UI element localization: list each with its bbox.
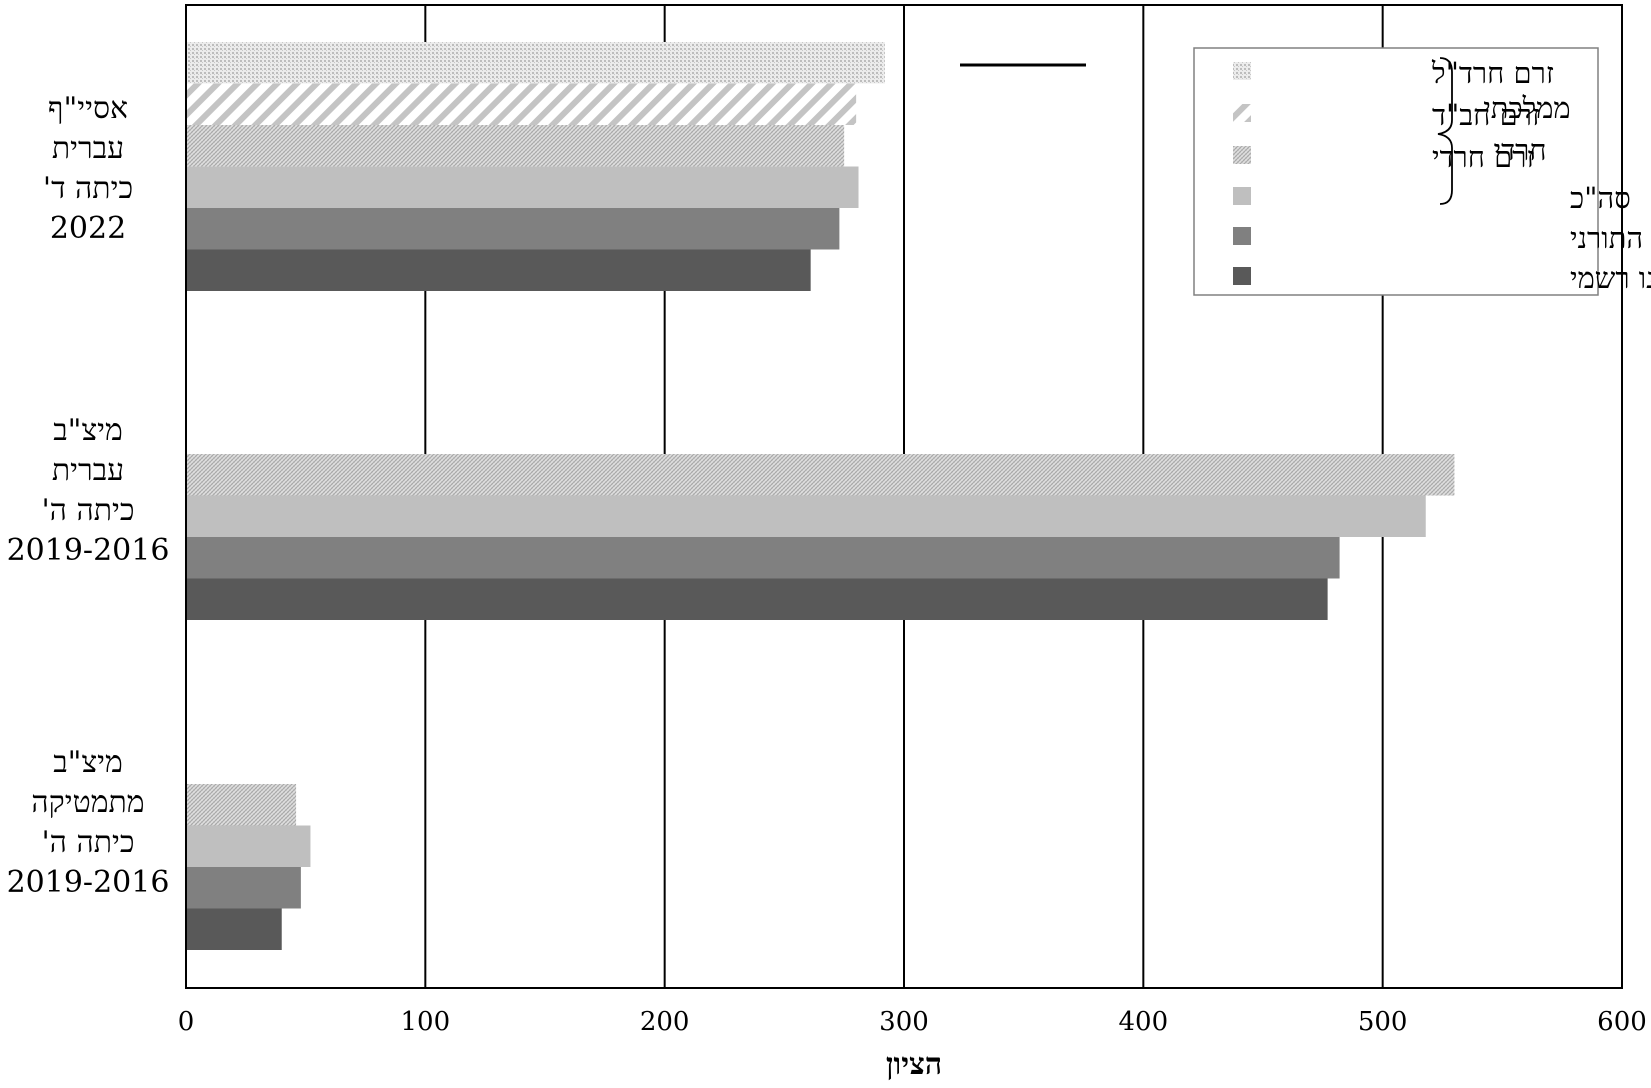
bar-c0-s2 xyxy=(186,125,845,167)
legend-swatch-0 xyxy=(1233,62,1251,80)
x-tick-0: 0 xyxy=(178,1007,195,1037)
legend-group-label-line-1: ממלכתי- xyxy=(1473,91,1570,125)
bar-c0-s0 xyxy=(186,42,885,84)
x-axis-label: הציון xyxy=(886,1047,942,1082)
x-tick-500: 500 xyxy=(1358,1007,1408,1037)
bar-c2-s4 xyxy=(186,867,301,909)
legend-swatch-1 xyxy=(1233,104,1251,122)
bar-c1-s3 xyxy=(186,495,1426,537)
category-label-1-line-3: 2019-2016 xyxy=(7,533,170,568)
category-label-1-line-0: מיצ"ב xyxy=(53,413,123,448)
bar-c1-s2 xyxy=(186,454,1455,496)
legend-label-5: מוכר שאינו רשמי xyxy=(1570,261,1651,295)
legend-swatch-2 xyxy=(1233,146,1251,164)
legend-swatch-3 xyxy=(1233,187,1251,205)
category-label-0-line-0: אסיי"ף xyxy=(48,91,128,126)
bar-c0-s4 xyxy=(186,208,840,250)
bar-c0-s5 xyxy=(186,249,811,291)
category-labels: אסיי"ף עברית כיתה ד' 2022 מיצ"ב עברית כיתה ה' 2… xyxy=(7,91,170,900)
legend-label-4: מעיין החינוך התורני xyxy=(1570,221,1651,255)
category-label-0-line-3: 2022 xyxy=(50,211,126,246)
legend-swatch-4 xyxy=(1233,227,1251,245)
legend-brace xyxy=(1437,57,1453,205)
legend-swatch-5 xyxy=(1233,267,1251,285)
x-tick-labels: 0 100 200 300 400 500 600 xyxy=(178,1007,1647,1037)
category-label-1-line-2: כיתה ה' xyxy=(41,493,134,528)
x-tick-100: 100 xyxy=(401,1007,451,1037)
legend-box xyxy=(1193,47,1599,296)
legend-label-3: סה"כ xyxy=(1570,181,1631,215)
bar-c2-s2 xyxy=(186,784,297,826)
category-label-2-line-3: 2019-2016 xyxy=(7,865,170,900)
bars-group xyxy=(186,42,1455,950)
bar-c2-s5 xyxy=(186,908,282,950)
plot-frame xyxy=(185,4,1623,989)
category-label-0-line-1: עברית xyxy=(52,131,124,166)
category-label-2-line-2: כיתה ה' xyxy=(41,825,134,860)
legend-group-label-line-2: חרדי xyxy=(1494,133,1547,167)
legend-label-2: זרם חרדי xyxy=(1432,140,1535,174)
category-label-2-line-0: מיצ"ב xyxy=(53,745,123,780)
x-tick-600: 600 xyxy=(1597,1007,1647,1037)
bar-c0-s3 xyxy=(186,166,859,208)
x-tick-300: 300 xyxy=(879,1007,929,1037)
x-tick-200: 200 xyxy=(640,1007,690,1037)
x-tick-400: 400 xyxy=(1119,1007,1169,1037)
category-label-0-line-2: כיתה ד' xyxy=(43,171,133,206)
bar-c2-s3 xyxy=(186,825,311,867)
category-label-2-line-1: מתמטיקה xyxy=(31,785,144,820)
bar-c1-s4 xyxy=(186,537,1340,579)
bar-c0-s1 xyxy=(186,83,857,125)
category-label-1-line-1: עברית xyxy=(52,453,124,488)
bar-c1-s5 xyxy=(186,578,1328,620)
